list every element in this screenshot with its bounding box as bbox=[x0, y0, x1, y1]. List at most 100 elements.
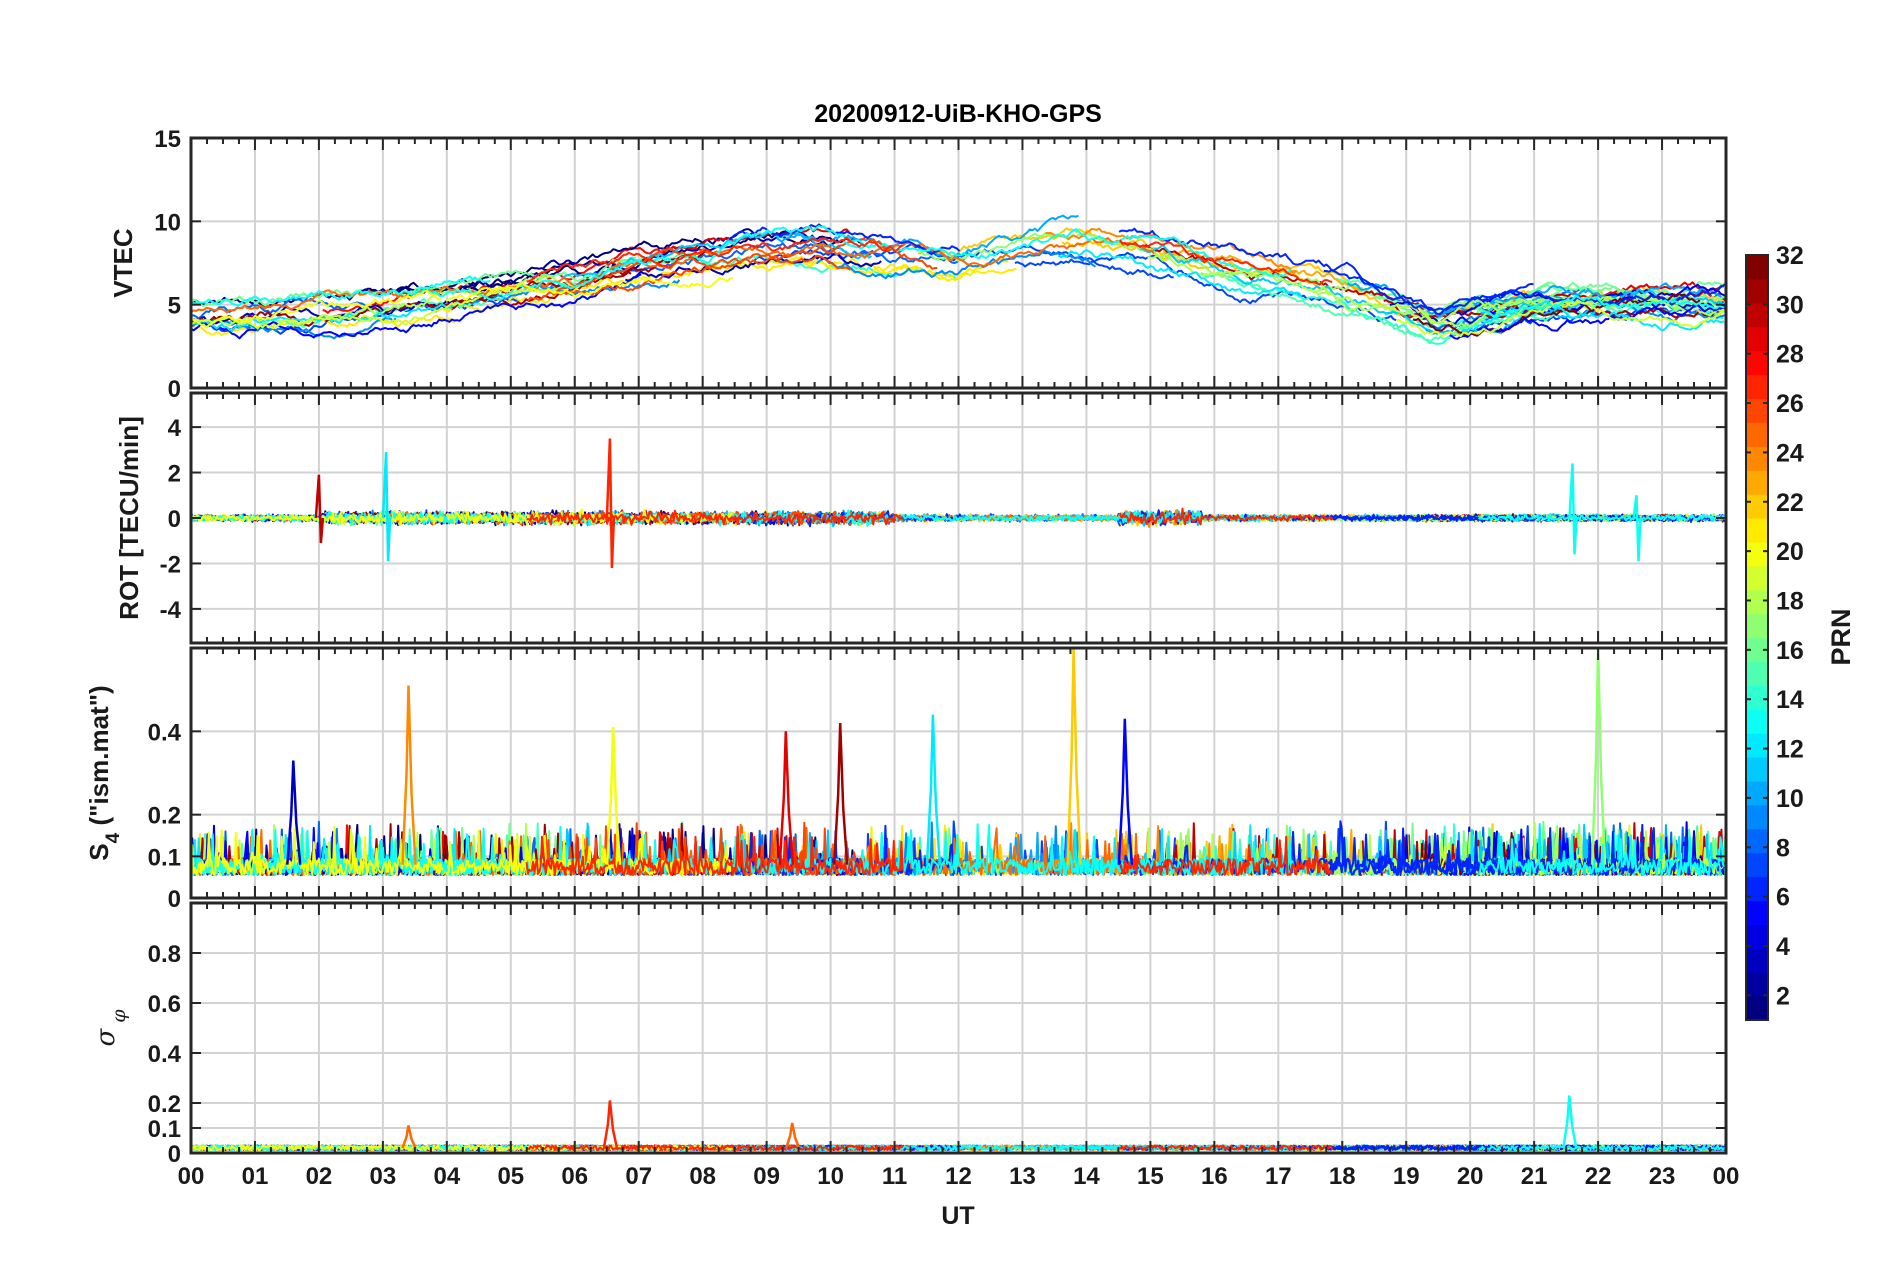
colorbar-band-17 bbox=[1746, 613, 1768, 639]
colorbar-tick-label: 18 bbox=[1776, 587, 1804, 615]
colorbar-band-16 bbox=[1746, 637, 1768, 663]
colorbar-band-29 bbox=[1746, 326, 1768, 352]
colorbar-frame bbox=[1745, 254, 1769, 1021]
x-tick-label: 12 bbox=[945, 1163, 972, 1190]
vtec-series-prn-23 bbox=[1162, 248, 1364, 292]
x-tick-label: 18 bbox=[1329, 1163, 1356, 1190]
x-tick-label: 04 bbox=[433, 1163, 460, 1190]
colorbar-tick-label: 24 bbox=[1776, 439, 1804, 467]
colorbar-band-30 bbox=[1746, 302, 1768, 328]
colorbar-label: PRN bbox=[1826, 608, 1856, 665]
rot-frame bbox=[189, 391, 1728, 645]
colorbar-tick-label: 30 bbox=[1776, 291, 1804, 319]
colorbar-band-6 bbox=[1746, 876, 1768, 902]
sigma-series-prn-20 bbox=[191, 1144, 444, 1151]
rot-ytick-label: -2 bbox=[160, 551, 181, 578]
x-tick-label: 07 bbox=[625, 1163, 652, 1190]
x-tick-labels: 00 01 02 03 04 05 06 07 08 09 10 11 12 13 14 15 16 17 18 19… bbox=[178, 1163, 1740, 1190]
x-tick-label: 14 bbox=[1073, 1163, 1100, 1190]
s4-series bbox=[191, 648, 1726, 877]
colorbar-tick-label: 22 bbox=[1776, 489, 1804, 517]
x-tick-label: 20 bbox=[1457, 1163, 1484, 1190]
sigma-panel: 00.10.2 0.4 0.6 0.8 σφ bbox=[91, 901, 1728, 1168]
s4-peak-5 bbox=[605, 727, 622, 865]
vtec-series-prn-20 bbox=[191, 289, 442, 329]
colorbar-band-1 bbox=[1746, 996, 1768, 1021]
s4-peak-0 bbox=[1066, 648, 1082, 865]
s4-peak-7 bbox=[778, 731, 795, 865]
rot-peak-1 bbox=[381, 452, 392, 562]
vtec-ylabel: VTEC bbox=[108, 228, 138, 298]
colorbar-tick-label: 6 bbox=[1776, 884, 1790, 912]
rot-peak-0 bbox=[605, 438, 616, 569]
x-tick-label: 10 bbox=[817, 1163, 844, 1190]
colorbar-tick-label: 2 bbox=[1776, 982, 1790, 1010]
colorbar-band-32 bbox=[1746, 255, 1768, 280]
x-tick-label: 03 bbox=[370, 1163, 397, 1190]
colorbar-band-31 bbox=[1746, 278, 1768, 304]
vtec-series bbox=[191, 214, 1726, 345]
colorbar-band-4 bbox=[1746, 924, 1768, 949]
x-tick-label: 09 bbox=[753, 1163, 780, 1190]
sigma-ylabel-main: σ bbox=[91, 1028, 121, 1047]
sigma-series-prn-13 bbox=[1478, 1144, 1726, 1151]
colorbar-tick-label: 10 bbox=[1776, 785, 1804, 813]
x-tick-label: 05 bbox=[497, 1163, 524, 1190]
sigma-series bbox=[191, 1095, 1726, 1151]
colorbar-band-12 bbox=[1746, 733, 1768, 758]
vtec-series-prn-31 bbox=[191, 271, 632, 327]
vtec-series-prn-26 bbox=[527, 236, 938, 302]
vtec-ytick-label: 10 bbox=[154, 209, 181, 236]
vtec-series-prn-19 bbox=[191, 282, 583, 330]
vtec-series-prn-20 bbox=[445, 277, 733, 302]
sigma-axes: 00.10.2 0.4 0.6 0.8 bbox=[148, 901, 1728, 1168]
rot-panel: -4 -2 0 2 4 ROT [TECU/min] bbox=[114, 391, 1728, 645]
rot-series-prn-27 bbox=[526, 509, 903, 526]
colorbar-band-20 bbox=[1746, 541, 1768, 567]
colorbar-tick-label: 14 bbox=[1776, 686, 1804, 714]
s4-series-prn-13 bbox=[1477, 833, 1726, 877]
sigma-peak-2 bbox=[785, 1122, 801, 1149]
sigma-ytick-label: 0.6 bbox=[148, 991, 181, 1018]
vtec-series-prn-13 bbox=[1478, 295, 1725, 318]
colorbar-band-27 bbox=[1746, 374, 1768, 400]
colorbar-tick-label: 8 bbox=[1776, 834, 1790, 862]
colorbar-band-23 bbox=[1746, 470, 1768, 495]
sigma-ytick-label: 0.8 bbox=[148, 941, 181, 968]
rot-peak-3 bbox=[1568, 463, 1578, 555]
rot-series-prn-13 bbox=[1477, 512, 1726, 522]
sigma-peak-0 bbox=[602, 1100, 619, 1149]
colorbar-band-11 bbox=[1746, 757, 1768, 782]
rot-peak-4 bbox=[1632, 495, 1642, 562]
colorbar-band-3 bbox=[1746, 948, 1768, 973]
x-tick-label: 02 bbox=[306, 1163, 333, 1190]
x-tick-label: 11 bbox=[882, 1163, 907, 1190]
vtec-series-prn-7 bbox=[1014, 251, 1397, 322]
sigma-peak-3 bbox=[401, 1125, 417, 1149]
colorbar-band-7 bbox=[1746, 852, 1768, 878]
vtec-series-prn-27 bbox=[526, 236, 904, 283]
colorbar-band-9 bbox=[1746, 804, 1768, 830]
s4-ylabel-rest: ("ism.mat") bbox=[84, 685, 114, 832]
x-tick-label: 16 bbox=[1201, 1163, 1228, 1190]
colorbar-bands bbox=[1745, 254, 1769, 1021]
colorbar-band-18 bbox=[1746, 589, 1768, 615]
sigma-ytick-label: 0.1 bbox=[148, 1116, 181, 1143]
s4-series-prn-27 bbox=[525, 825, 904, 877]
colorbar-band-24 bbox=[1746, 446, 1768, 471]
sigma-ylabel: σφ bbox=[91, 1009, 130, 1047]
rot-peak-2 bbox=[314, 474, 325, 544]
colorbar-band-10 bbox=[1746, 780, 1768, 806]
sigma-frame bbox=[189, 901, 1728, 1155]
vtec-series-prn-16 bbox=[191, 256, 637, 308]
colorbar-band-15 bbox=[1746, 661, 1768, 686]
x-tick-label: 21 bbox=[1521, 1163, 1548, 1190]
sigma-grid bbox=[191, 903, 1726, 1153]
colorbar-tick-label: 12 bbox=[1776, 736, 1804, 764]
vtec-series-prn-3 bbox=[624, 252, 882, 282]
s4-axes: 0 0.1 0.2 0.4 bbox=[148, 646, 1728, 913]
s4-peak-4 bbox=[1117, 718, 1134, 865]
x-axis-label: UT bbox=[941, 1202, 974, 1230]
